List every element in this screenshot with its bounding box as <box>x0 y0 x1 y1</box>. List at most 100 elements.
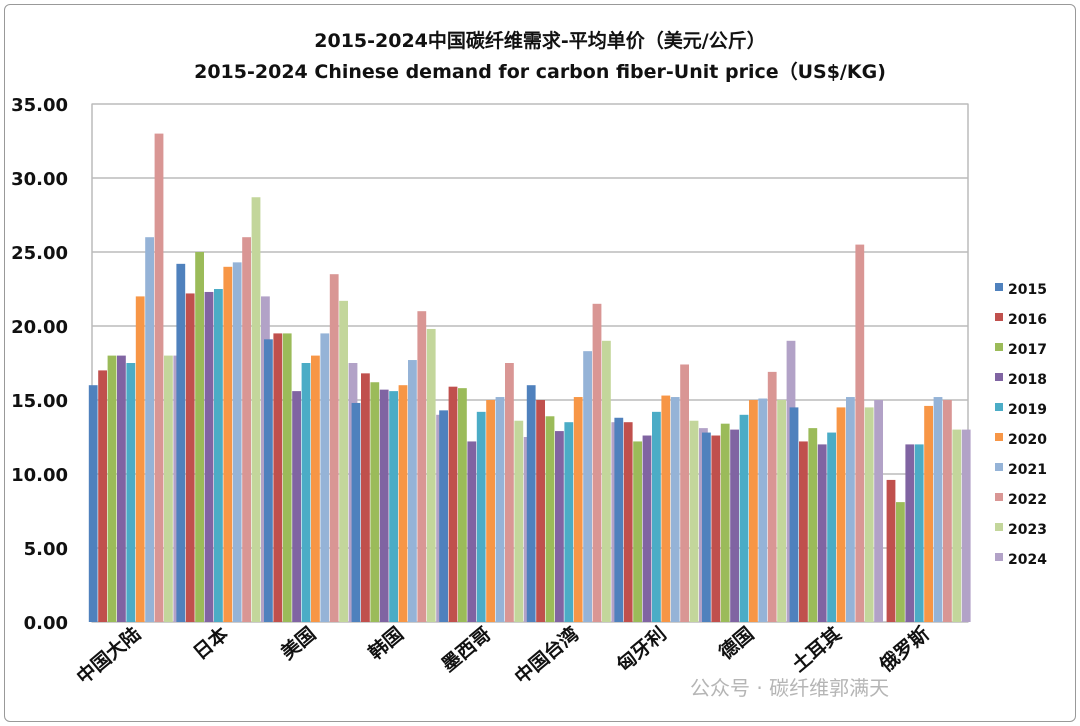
bar-2020 <box>223 266 233 622</box>
y-tick-label: 0.00 <box>24 613 68 634</box>
bar-2020 <box>749 400 758 622</box>
x-tick-label: 德国 <box>714 622 758 664</box>
bar-2020 <box>836 407 846 622</box>
bar-2015 <box>614 417 624 622</box>
bar-2016 <box>273 333 283 622</box>
legend-swatch <box>995 463 1003 471</box>
legend-swatch <box>995 283 1003 291</box>
x-tick-label: 日本 <box>189 622 233 664</box>
bar-2024 <box>961 429 971 622</box>
legend-swatch <box>995 373 1003 381</box>
bar-2019 <box>652 411 661 622</box>
bar-2021 <box>670 397 680 622</box>
bar-2021 <box>583 351 592 622</box>
bar-2017 <box>808 428 818 622</box>
x-tick-label: 俄罗斯 <box>874 622 933 677</box>
legend-label: 2016 <box>1008 312 1047 328</box>
bar-2020 <box>924 405 933 622</box>
bar-2016 <box>623 422 633 622</box>
bar-2023 <box>426 328 436 622</box>
bar-2016 <box>361 373 370 622</box>
bar-2019 <box>476 411 486 622</box>
bar-2023 <box>164 355 173 622</box>
legend-swatch <box>995 433 1003 441</box>
bar-2023 <box>864 407 874 622</box>
bar-2022 <box>154 133 164 622</box>
legend-swatch <box>995 403 1003 411</box>
bar-2016 <box>98 370 107 622</box>
bar-2019 <box>564 422 574 622</box>
bar-2022 <box>505 363 514 622</box>
legend-label: 2017 <box>1008 342 1047 358</box>
bar-2023 <box>952 429 962 622</box>
bar-2015 <box>526 385 536 622</box>
bar-2022 <box>855 244 865 622</box>
bar-2018 <box>730 429 739 622</box>
watermark: 公众号 · 碳纤维郭满天 <box>690 676 890 700</box>
bar-2022 <box>943 400 952 622</box>
legend-label: 2023 <box>1008 522 1047 538</box>
bar-2023 <box>689 420 699 622</box>
bar-2022 <box>767 371 777 622</box>
bar-2023 <box>339 300 348 622</box>
bar-2015 <box>176 263 186 622</box>
bar-2020 <box>486 400 495 622</box>
y-tick-label: 35.00 <box>11 95 68 116</box>
bar-2017 <box>545 416 555 622</box>
bar-2018 <box>905 444 915 622</box>
legend-swatch <box>995 343 1003 351</box>
bar-2016 <box>799 441 808 622</box>
bar-2021 <box>846 397 855 622</box>
legend-label: 2024 <box>1008 552 1047 568</box>
bar-2020 <box>135 296 145 622</box>
x-tick-label: 美国 <box>276 622 320 664</box>
bar-2017 <box>195 252 204 622</box>
y-tick-label: 15.00 <box>11 391 68 412</box>
legend-label: 2015 <box>1008 282 1047 298</box>
x-tick-label: 匈牙利 <box>612 622 670 676</box>
bar-2017 <box>896 502 905 622</box>
bar-2019 <box>914 444 924 622</box>
bar-2017 <box>107 355 117 622</box>
bar-2018 <box>642 435 652 622</box>
bar-2020 <box>398 385 408 622</box>
bar-2016 <box>448 386 458 622</box>
bar-2017 <box>282 333 292 622</box>
bar-2018 <box>117 355 126 622</box>
bar-2023 <box>602 340 611 622</box>
bar-2018 <box>204 291 214 622</box>
bar-2018 <box>555 431 564 622</box>
legend-swatch <box>995 523 1003 531</box>
bar-2018 <box>292 391 301 622</box>
bar-2020 <box>311 355 320 622</box>
x-tick-label: 中国台湾 <box>510 622 583 688</box>
y-tick-label: 5.00 <box>24 539 68 560</box>
y-tick-label: 25.00 <box>11 243 68 264</box>
chart-frame <box>4 4 1076 722</box>
legend-swatch <box>995 493 1003 501</box>
bar-2020 <box>573 397 583 622</box>
bar-2018 <box>379 389 389 622</box>
bar-2017 <box>370 382 380 622</box>
bar-2019 <box>739 414 749 622</box>
legend-swatch <box>995 553 1003 561</box>
bar-2015 <box>351 402 361 622</box>
bar-2018 <box>817 444 827 622</box>
bar-2020 <box>661 395 671 622</box>
bar-2023 <box>777 400 786 622</box>
bar-2016 <box>886 479 896 622</box>
bar-2017 <box>458 388 467 622</box>
bar-2022 <box>417 311 427 622</box>
bar-2021 <box>933 397 943 622</box>
chart-subtitle: 2015-2024 Chinese demand for carbon fibe… <box>194 61 886 83</box>
bar-2021 <box>320 333 330 622</box>
bar-2016 <box>185 293 195 622</box>
bar-2015 <box>789 407 799 622</box>
bar-2015 <box>88 385 98 622</box>
bar-2021 <box>495 397 505 622</box>
bar-2022 <box>680 364 689 622</box>
bar-2015 <box>702 432 711 622</box>
legend-label: 2022 <box>1008 492 1047 508</box>
bar-2021 <box>408 360 417 622</box>
